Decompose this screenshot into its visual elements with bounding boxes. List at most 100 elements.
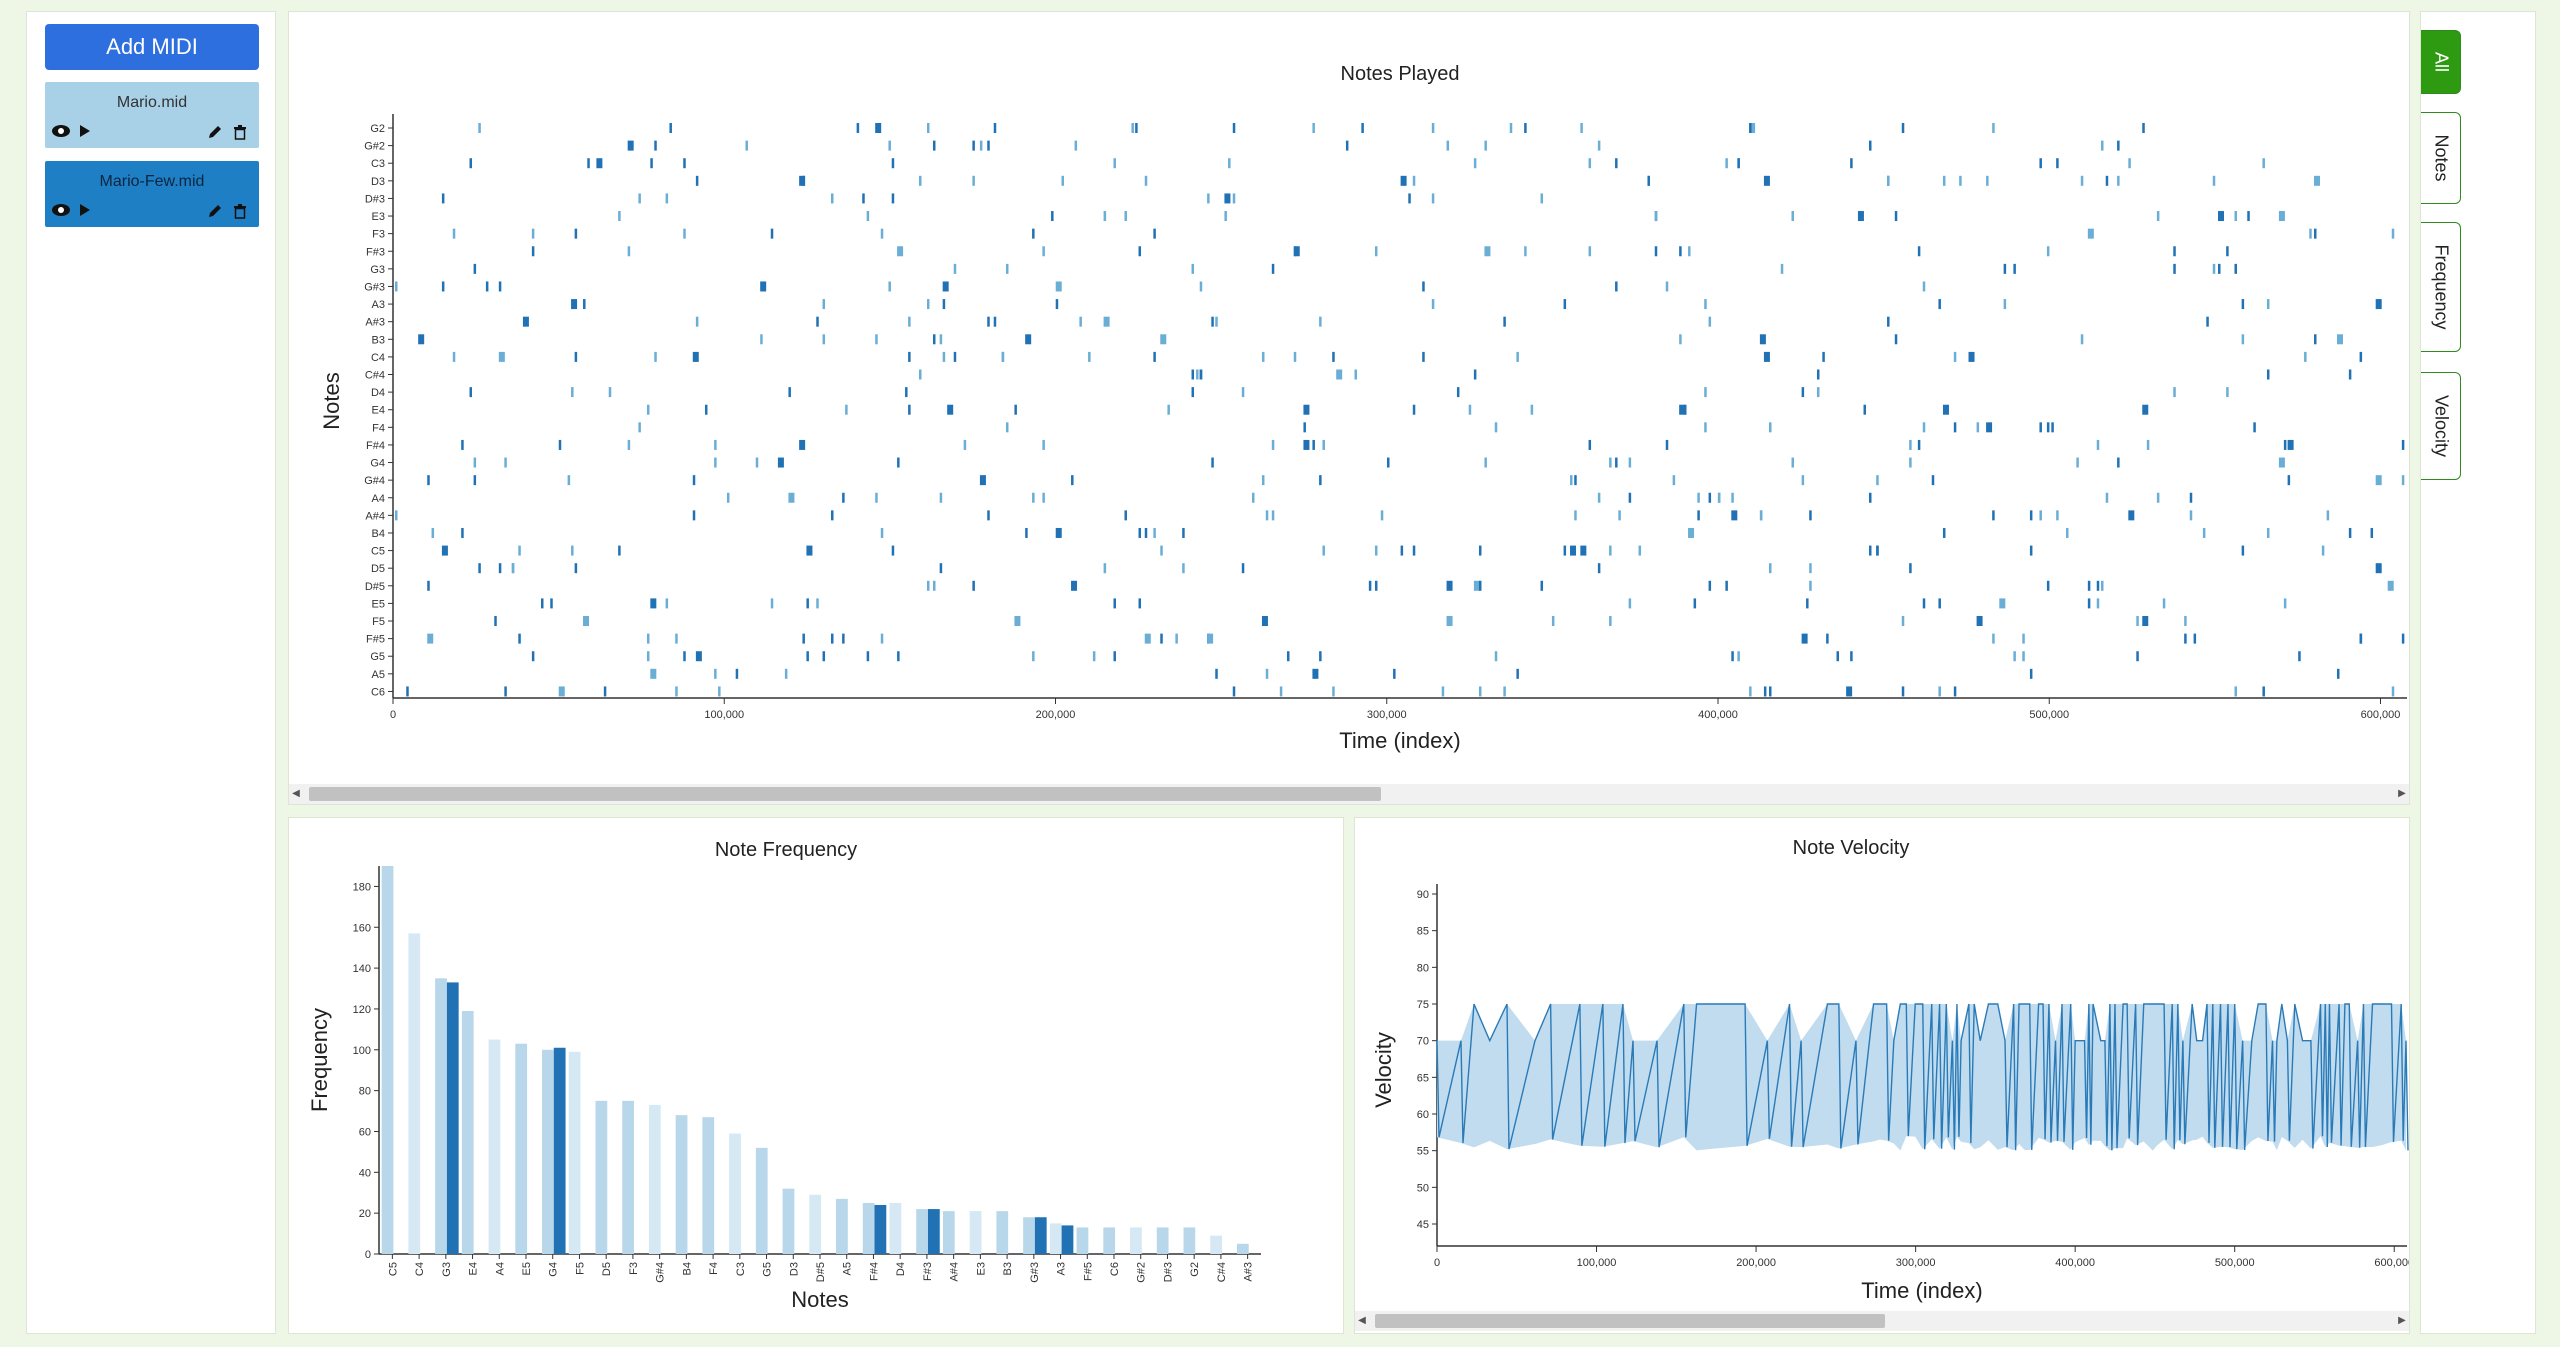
play-icon[interactable] [79,124,91,138]
note-event [1976,616,1983,627]
frequency-bar [568,1051,581,1254]
notes-chart-scrollbar[interactable]: ◀ ▶ [289,784,2409,804]
note-event [2087,580,2091,591]
scroll-right-arrow[interactable]: ▶ [2398,1315,2406,1326]
x-tick-label: D4 [895,1262,907,1276]
tab-velocity[interactable]: Velocity [2421,372,2461,480]
edit-icon[interactable] [207,124,223,140]
frequency-bar [862,1202,875,1254]
note-event [1809,510,1812,521]
note-event [1191,369,1195,380]
note-event [1901,686,1905,697]
scroll-left-arrow[interactable]: ◀ [292,788,300,799]
y-tick-label: 140 [353,963,371,975]
note-event [1763,351,1770,362]
scroll-left-arrow[interactable]: ◀ [1358,1315,1366,1326]
note-event [2173,263,2176,274]
visibility-toggle-icon[interactable] [51,203,71,217]
frequency-bar [1156,1227,1169,1254]
scroll-thumb[interactable] [1375,1314,1885,1328]
frequency-bar [648,1104,661,1254]
note-event [1809,563,1812,574]
x-tick-label: B4 [681,1262,693,1275]
note-event [1303,422,1306,433]
x-tick-label: C#4 [1216,1262,1228,1282]
note-event [1431,193,1435,204]
note-event [1615,158,1618,169]
scroll-thumb[interactable] [309,787,1381,801]
note-event [1079,316,1082,327]
tab-all[interactable]: All [2421,30,2461,94]
note-event [1160,334,1167,345]
note-event [675,686,678,697]
note-event [1191,263,1195,274]
edit-icon[interactable] [207,203,223,219]
midi-file-item[interactable]: Mario.mid [45,82,259,148]
y-axis-label: Velocity [1371,1032,1396,1108]
note-event [1769,686,1772,697]
note-event [932,334,936,345]
note-event [1917,246,1921,257]
tab-notes[interactable]: Notes [2421,112,2461,204]
velocity-chart-scrollbar[interactable]: ◀ ▶ [1355,1311,2409,1331]
note-event [441,545,448,556]
note-event [1144,175,1148,186]
note-event [541,598,544,609]
note-event [1597,492,1601,503]
delete-icon[interactable] [233,203,247,219]
y-tick-label: G#4 [364,475,385,487]
delete-icon[interactable] [233,124,247,140]
note-event [1588,246,1592,257]
note-velocity-panel: Note Velocity 45 50 55 60 65 70 75 80 85 90 0 100,00… [1354,817,2410,1334]
scroll-right-arrow[interactable]: ▶ [2398,788,2406,799]
note-event [1917,439,1921,450]
note-event [1749,123,1756,133]
note-event [1551,616,1555,627]
note-event [2359,633,2363,644]
play-icon[interactable] [79,203,91,217]
x-tick-label: 300,000 [1896,1257,1936,1269]
note-event [558,686,565,697]
note-event [726,492,730,503]
note-event [1113,598,1116,609]
note-event [1708,316,1712,327]
note-event [1473,369,1477,380]
y-tick-label: G4 [370,458,385,470]
note-event [2202,527,2206,538]
note-event [932,580,936,591]
note-event [806,651,809,662]
y-tick-label: 50 [1417,1182,1429,1194]
y-tick-label: F#4 [366,440,385,452]
note-event [2309,228,2312,239]
note-event [1684,404,1687,415]
note-event [1124,510,1127,521]
visibility-toggle-icon[interactable] [51,124,71,138]
frequency-bar [461,1010,474,1254]
note-event [1588,158,1592,169]
note-event [1088,351,1091,362]
note-event [1615,457,1618,468]
note-event [891,158,895,169]
x-tick-label: D#5 [815,1262,827,1282]
note-event [888,140,891,151]
frequency-bar [435,978,447,1254]
y-tick-label: E5 [372,598,385,610]
note-event [2241,334,2245,345]
note-event [1665,439,1669,450]
tab-frequency[interactable]: Frequency [2421,222,2461,352]
note-event [2022,633,2025,644]
add-midi-button[interactable]: Add MIDI [45,24,259,70]
y-tick-label: C5 [371,546,385,558]
note-event [1014,616,1021,627]
x-tick-label: A#3 [1243,1262,1255,1282]
note-event [830,633,834,644]
note-event [1001,351,1005,362]
note-event [1628,457,1632,468]
note-event [431,527,435,538]
y-tick-label: G#3 [364,281,385,293]
note-event [1494,422,1498,433]
y-tick-label: 60 [359,1126,371,1138]
note-event [1005,422,1009,433]
note-event [880,228,884,239]
midi-file-item[interactable]: Mario-Few.mid [45,161,259,227]
